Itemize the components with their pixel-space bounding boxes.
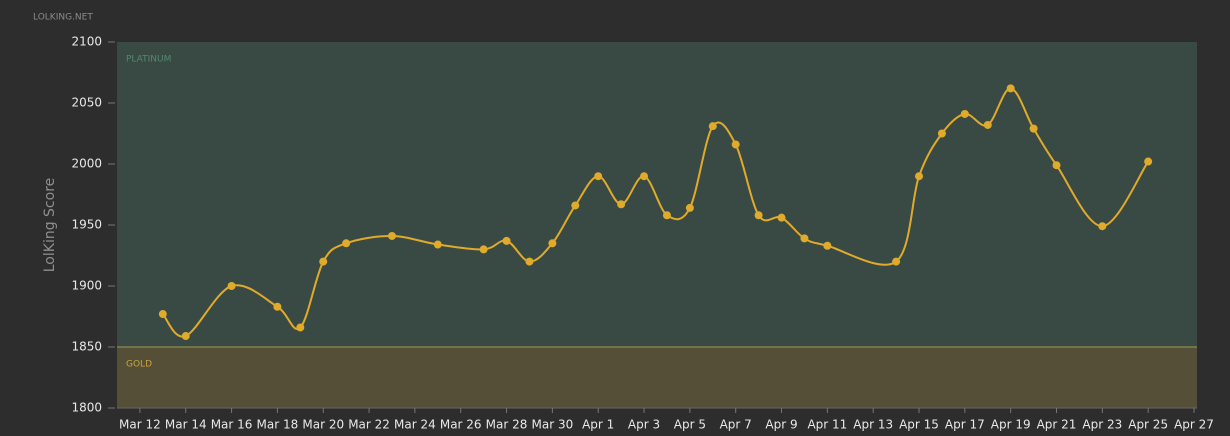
point bbox=[1144, 157, 1153, 166]
x-tick-label: Mar 20 bbox=[302, 418, 344, 432]
line bbox=[162, 87, 1149, 338]
y-tick-label: 1800 bbox=[71, 401, 102, 415]
point bbox=[158, 310, 167, 319]
point bbox=[227, 282, 236, 290]
x-tick-label: Apr 19 bbox=[991, 418, 1031, 432]
point bbox=[937, 129, 946, 138]
x-tick-label: Mar 16 bbox=[211, 418, 253, 432]
x-tick-label: Apr 5 bbox=[674, 418, 706, 432]
point bbox=[983, 120, 992, 129]
point bbox=[525, 257, 534, 266]
point bbox=[571, 201, 580, 210]
y-axis-label: LolKing Score bbox=[42, 178, 58, 273]
point bbox=[777, 213, 786, 222]
point bbox=[915, 172, 924, 181]
point bbox=[731, 140, 740, 149]
point bbox=[433, 240, 442, 249]
x-tick-label: Mar 30 bbox=[532, 418, 574, 432]
y-tick-label: 1900 bbox=[71, 279, 102, 293]
band bbox=[117, 42, 1197, 347]
point bbox=[181, 332, 190, 341]
x-tick-label: Apr 27 bbox=[1174, 418, 1214, 432]
point bbox=[685, 203, 694, 212]
x-tick-label: Mar 14 bbox=[165, 418, 207, 432]
point bbox=[800, 234, 809, 243]
point bbox=[502, 236, 511, 245]
point bbox=[960, 109, 969, 118]
point bbox=[387, 231, 396, 240]
point bbox=[296, 323, 305, 332]
x-tick-label: Apr 7 bbox=[720, 418, 752, 432]
y-tick-label: 2000 bbox=[71, 157, 102, 171]
site-name: LOLKING.NET bbox=[33, 13, 93, 23]
point bbox=[1029, 124, 1038, 133]
point bbox=[479, 245, 488, 254]
point bbox=[1052, 161, 1061, 170]
point bbox=[1098, 222, 1107, 231]
point bbox=[273, 302, 282, 311]
point bbox=[548, 239, 557, 248]
x-tick-label: Mar 26 bbox=[440, 418, 482, 432]
point bbox=[892, 257, 901, 266]
x-tick-label: Mar 18 bbox=[257, 418, 299, 432]
x-tick-label: Apr 15 bbox=[899, 418, 939, 432]
x-tick-label: Apr 21 bbox=[1037, 418, 1077, 432]
point bbox=[1006, 84, 1015, 93]
y-tick-label: 2100 bbox=[71, 35, 102, 49]
x-tick-label: Apr 3 bbox=[628, 418, 660, 432]
point bbox=[342, 239, 351, 248]
x-tick-label: Apr 13 bbox=[853, 418, 893, 432]
x-tick-label: Apr 23 bbox=[1082, 418, 1122, 432]
band-label: PLATINUM bbox=[126, 55, 171, 65]
point bbox=[617, 200, 626, 209]
x-tick-label: Apr 25 bbox=[1128, 418, 1168, 432]
x-tick-label: Mar 24 bbox=[394, 418, 436, 432]
point bbox=[754, 211, 763, 220]
point bbox=[594, 172, 603, 181]
point bbox=[640, 172, 649, 181]
y-tick-label: 1950 bbox=[71, 218, 102, 232]
band bbox=[117, 347, 1197, 408]
point bbox=[708, 122, 717, 131]
x-tick-label: Apr 17 bbox=[945, 418, 985, 432]
x-tick-label: Mar 22 bbox=[348, 418, 390, 432]
x-tick-label: Mar 12 bbox=[119, 418, 161, 432]
x-tick-label: Apr 1 bbox=[582, 418, 614, 432]
y-tick-label: 1850 bbox=[71, 340, 102, 354]
y-tick-label: 2050 bbox=[71, 96, 102, 110]
point bbox=[319, 257, 328, 266]
point bbox=[662, 211, 671, 220]
point bbox=[823, 241, 832, 250]
x-tick-label: Mar 28 bbox=[486, 418, 528, 432]
x-tick-label: Apr 9 bbox=[765, 418, 797, 432]
band-label: GOLD bbox=[126, 360, 152, 370]
x-tick-label: Apr 11 bbox=[807, 418, 847, 432]
